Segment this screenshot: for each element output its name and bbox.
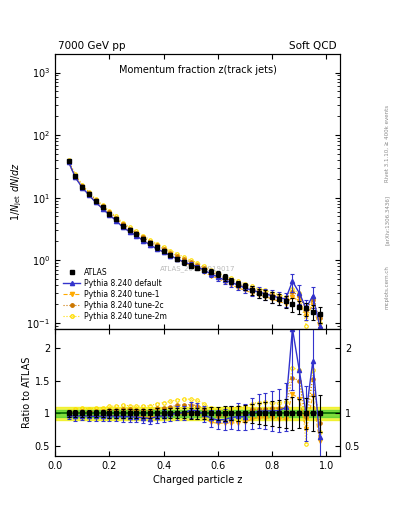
- Legend: ATLAS, Pythia 8.240 default, Pythia 8.240 tune-1, Pythia 8.240 tune-2c, Pythia 8: ATLAS, Pythia 8.240 default, Pythia 8.24…: [62, 266, 168, 322]
- Text: mcplots.cern.ch: mcplots.cern.ch: [385, 265, 389, 309]
- X-axis label: Charged particle z: Charged particle z: [153, 475, 242, 485]
- Bar: [55, 410, 340, 417]
- Bar: [55, 407, 340, 420]
- Text: Momentum fraction z(track jets): Momentum fraction z(track jets): [119, 65, 276, 75]
- Text: 7000 GeV pp: 7000 GeV pp: [58, 41, 125, 51]
- Text: Soft QCD: Soft QCD: [290, 41, 337, 51]
- Text: ATLAS_2011_I919017: ATLAS_2011_I919017: [160, 265, 235, 272]
- Y-axis label: Ratio to ATLAS: Ratio to ATLAS: [22, 356, 32, 428]
- Y-axis label: $1/N_\mathrm{jet}\ dN/dz$: $1/N_\mathrm{jet}\ dN/dz$: [9, 162, 24, 221]
- Text: [arXiv:1306.3436]: [arXiv:1306.3436]: [385, 195, 389, 245]
- Text: Rivet 3.1.10, ≥ 400k events: Rivet 3.1.10, ≥ 400k events: [385, 105, 389, 182]
